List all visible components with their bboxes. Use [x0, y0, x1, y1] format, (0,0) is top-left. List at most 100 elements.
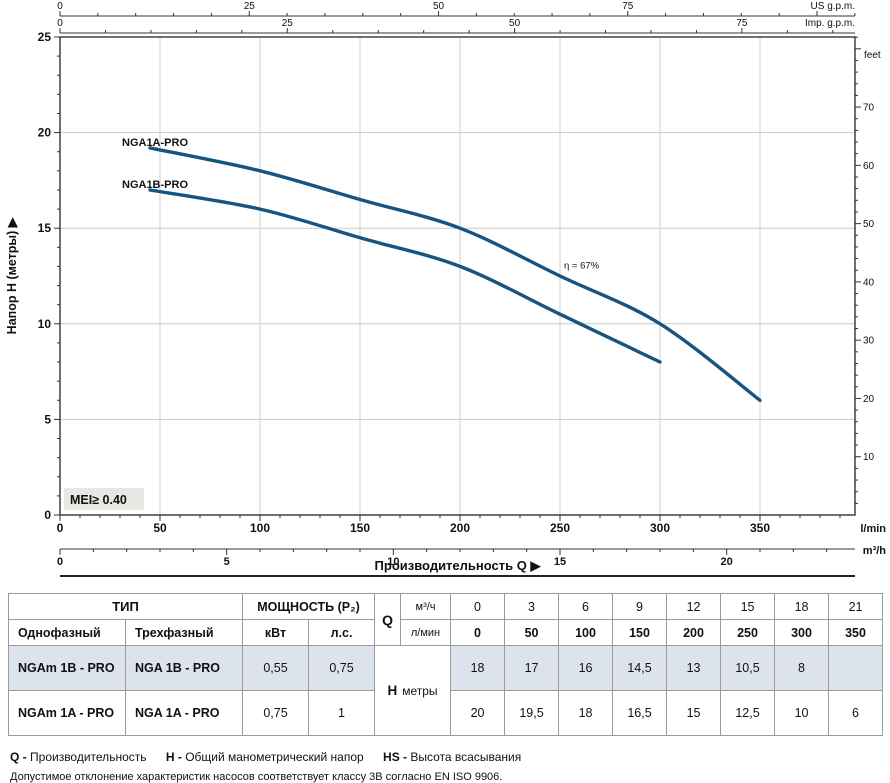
svg-text:Производительность Q ▶: Производительность Q ▶ — [375, 558, 542, 573]
svg-text:20: 20 — [863, 394, 875, 405]
legend-q: Q - Производительность — [10, 750, 147, 764]
svg-text:0: 0 — [57, 556, 63, 568]
head-value: 12,5 — [720, 690, 776, 736]
svg-text:15: 15 — [554, 556, 566, 568]
h-symbol: H — [387, 683, 398, 698]
head-value: 14,5 — [612, 645, 668, 691]
svg-text:10: 10 — [863, 452, 875, 463]
svg-text:30: 30 — [863, 336, 875, 347]
svg-text:75: 75 — [622, 1, 634, 12]
q-m3h-value: 6 — [558, 593, 614, 620]
svg-text:20: 20 — [721, 556, 733, 568]
q-m3h-value: 12 — [666, 593, 722, 620]
svg-text:0: 0 — [57, 521, 64, 535]
unit-lmin: л/мин — [400, 619, 452, 646]
power-hp: 0,75 — [308, 645, 376, 691]
q-lmin-value: 150 — [612, 619, 668, 646]
q-lmin-value: 50 — [504, 619, 560, 646]
svg-text:0: 0 — [44, 508, 51, 522]
svg-text:50: 50 — [433, 1, 445, 12]
svg-text:350: 350 — [750, 521, 770, 535]
table-header-row-1: ТИП МОЩНОСТЬ (P₂) Q м³/ч 0 3 6 9 12 15 1… — [7, 593, 884, 646]
q-lmin-value: 100 — [558, 619, 614, 646]
head-value: 20 — [450, 690, 506, 736]
power-header: МОЩНОСТЬ (P₂) — [242, 593, 376, 620]
power-kw: 0,55 — [242, 645, 310, 691]
svg-text:60: 60 — [863, 161, 875, 172]
head-value: 10,5 — [720, 645, 776, 691]
svg-text:η = 67%: η = 67% — [564, 260, 600, 271]
q-lmin-value: 300 — [774, 619, 830, 646]
head-value: 19,5 — [504, 690, 560, 736]
pump-model-single: NGAm 1B - PRO — [8, 645, 126, 691]
power-hp: 1 — [308, 690, 376, 736]
q-m3h-value: 0 — [450, 593, 506, 620]
pump-model-single: NGAm 1A - PRO — [8, 690, 126, 736]
svg-text:NGA1B-PRO: NGA1B-PRO — [122, 179, 188, 191]
q-m3h-value: 15 — [720, 593, 776, 620]
head-value: 6 — [828, 690, 884, 736]
head-value: 16 — [558, 645, 614, 691]
svg-text:25: 25 — [244, 1, 256, 12]
svg-text:5: 5 — [44, 412, 51, 426]
q-m3h-value: 3 — [504, 593, 560, 620]
tolerance-note: Допустимое отклонение характеристик насо… — [10, 771, 503, 783]
svg-text:US g.p.m.: US g.p.m. — [811, 1, 855, 12]
q-lmin-value: 350 — [828, 619, 884, 646]
legend-hs: HS - Высота всасывания — [383, 750, 522, 764]
svg-text:70: 70 — [863, 103, 875, 114]
head-value: 10 — [774, 690, 830, 736]
svg-text:150: 150 — [350, 521, 370, 535]
svg-text:20: 20 — [38, 126, 52, 140]
q-m3h-value: 18 — [774, 593, 830, 620]
svg-text:0: 0 — [57, 18, 63, 29]
q-header: Q — [374, 593, 402, 646]
type-header: ТИП — [7, 593, 244, 620]
svg-text:200: 200 — [450, 521, 470, 535]
head-value: 17 — [504, 645, 560, 691]
svg-text:25: 25 — [282, 18, 294, 29]
q-m3h-value: 9 — [612, 593, 668, 620]
svg-text:100: 100 — [250, 521, 270, 535]
svg-text:Imp. g.p.m.: Imp. g.p.m. — [805, 18, 855, 29]
svg-text:50: 50 — [153, 521, 167, 535]
svg-text:300: 300 — [650, 521, 670, 535]
unit-m3h: м³/ч — [400, 593, 452, 620]
single-phase-header: Однофазный — [8, 619, 126, 646]
head-value: 8 — [774, 645, 830, 691]
q-m3h-value: 21 — [828, 593, 884, 620]
svg-text:40: 40 — [863, 277, 875, 288]
kw-header: кВт — [242, 619, 310, 646]
svg-text:m³/h: m³/h — [863, 545, 887, 557]
svg-text:NGA1A-PRO: NGA1A-PRO — [122, 137, 188, 149]
svg-text:feet: feet — [864, 50, 881, 61]
pump-model-three: NGA 1A - PRO — [124, 690, 244, 736]
head-value — [828, 645, 884, 691]
svg-text:5: 5 — [224, 556, 230, 568]
svg-text:Напор H (метры) ▶: Напор H (метры) ▶ — [5, 216, 19, 334]
q-lmin-value: 250 — [720, 619, 776, 646]
svg-text:250: 250 — [550, 521, 570, 535]
svg-text:0: 0 — [57, 1, 63, 12]
table-row: NGAm 1A - PRO NGA 1A - PRO 0,75 1 20 19,… — [8, 690, 884, 736]
q-lmin-value: 0 — [450, 619, 506, 646]
svg-text:50: 50 — [863, 219, 875, 230]
legend-line: Q - Производительность H - Общий маномет… — [10, 750, 890, 764]
svg-text:10: 10 — [387, 556, 399, 568]
hp-header: л.с. — [308, 619, 376, 646]
head-value: 16,5 — [612, 690, 668, 736]
head-value: 18 — [558, 690, 614, 736]
svg-text:50: 50 — [509, 18, 521, 29]
pump-model-three: NGA 1B - PRO — [124, 645, 244, 691]
svg-text:25: 25 — [38, 30, 52, 44]
h-unit: метры — [402, 684, 438, 698]
head-value: 15 — [666, 690, 722, 736]
three-phase-header: Трехфазный — [124, 619, 244, 646]
svg-text:75: 75 — [736, 18, 748, 29]
head-value: 18 — [450, 645, 506, 691]
svg-text:MEI≥ 0.40: MEI≥ 0.40 — [70, 493, 127, 507]
